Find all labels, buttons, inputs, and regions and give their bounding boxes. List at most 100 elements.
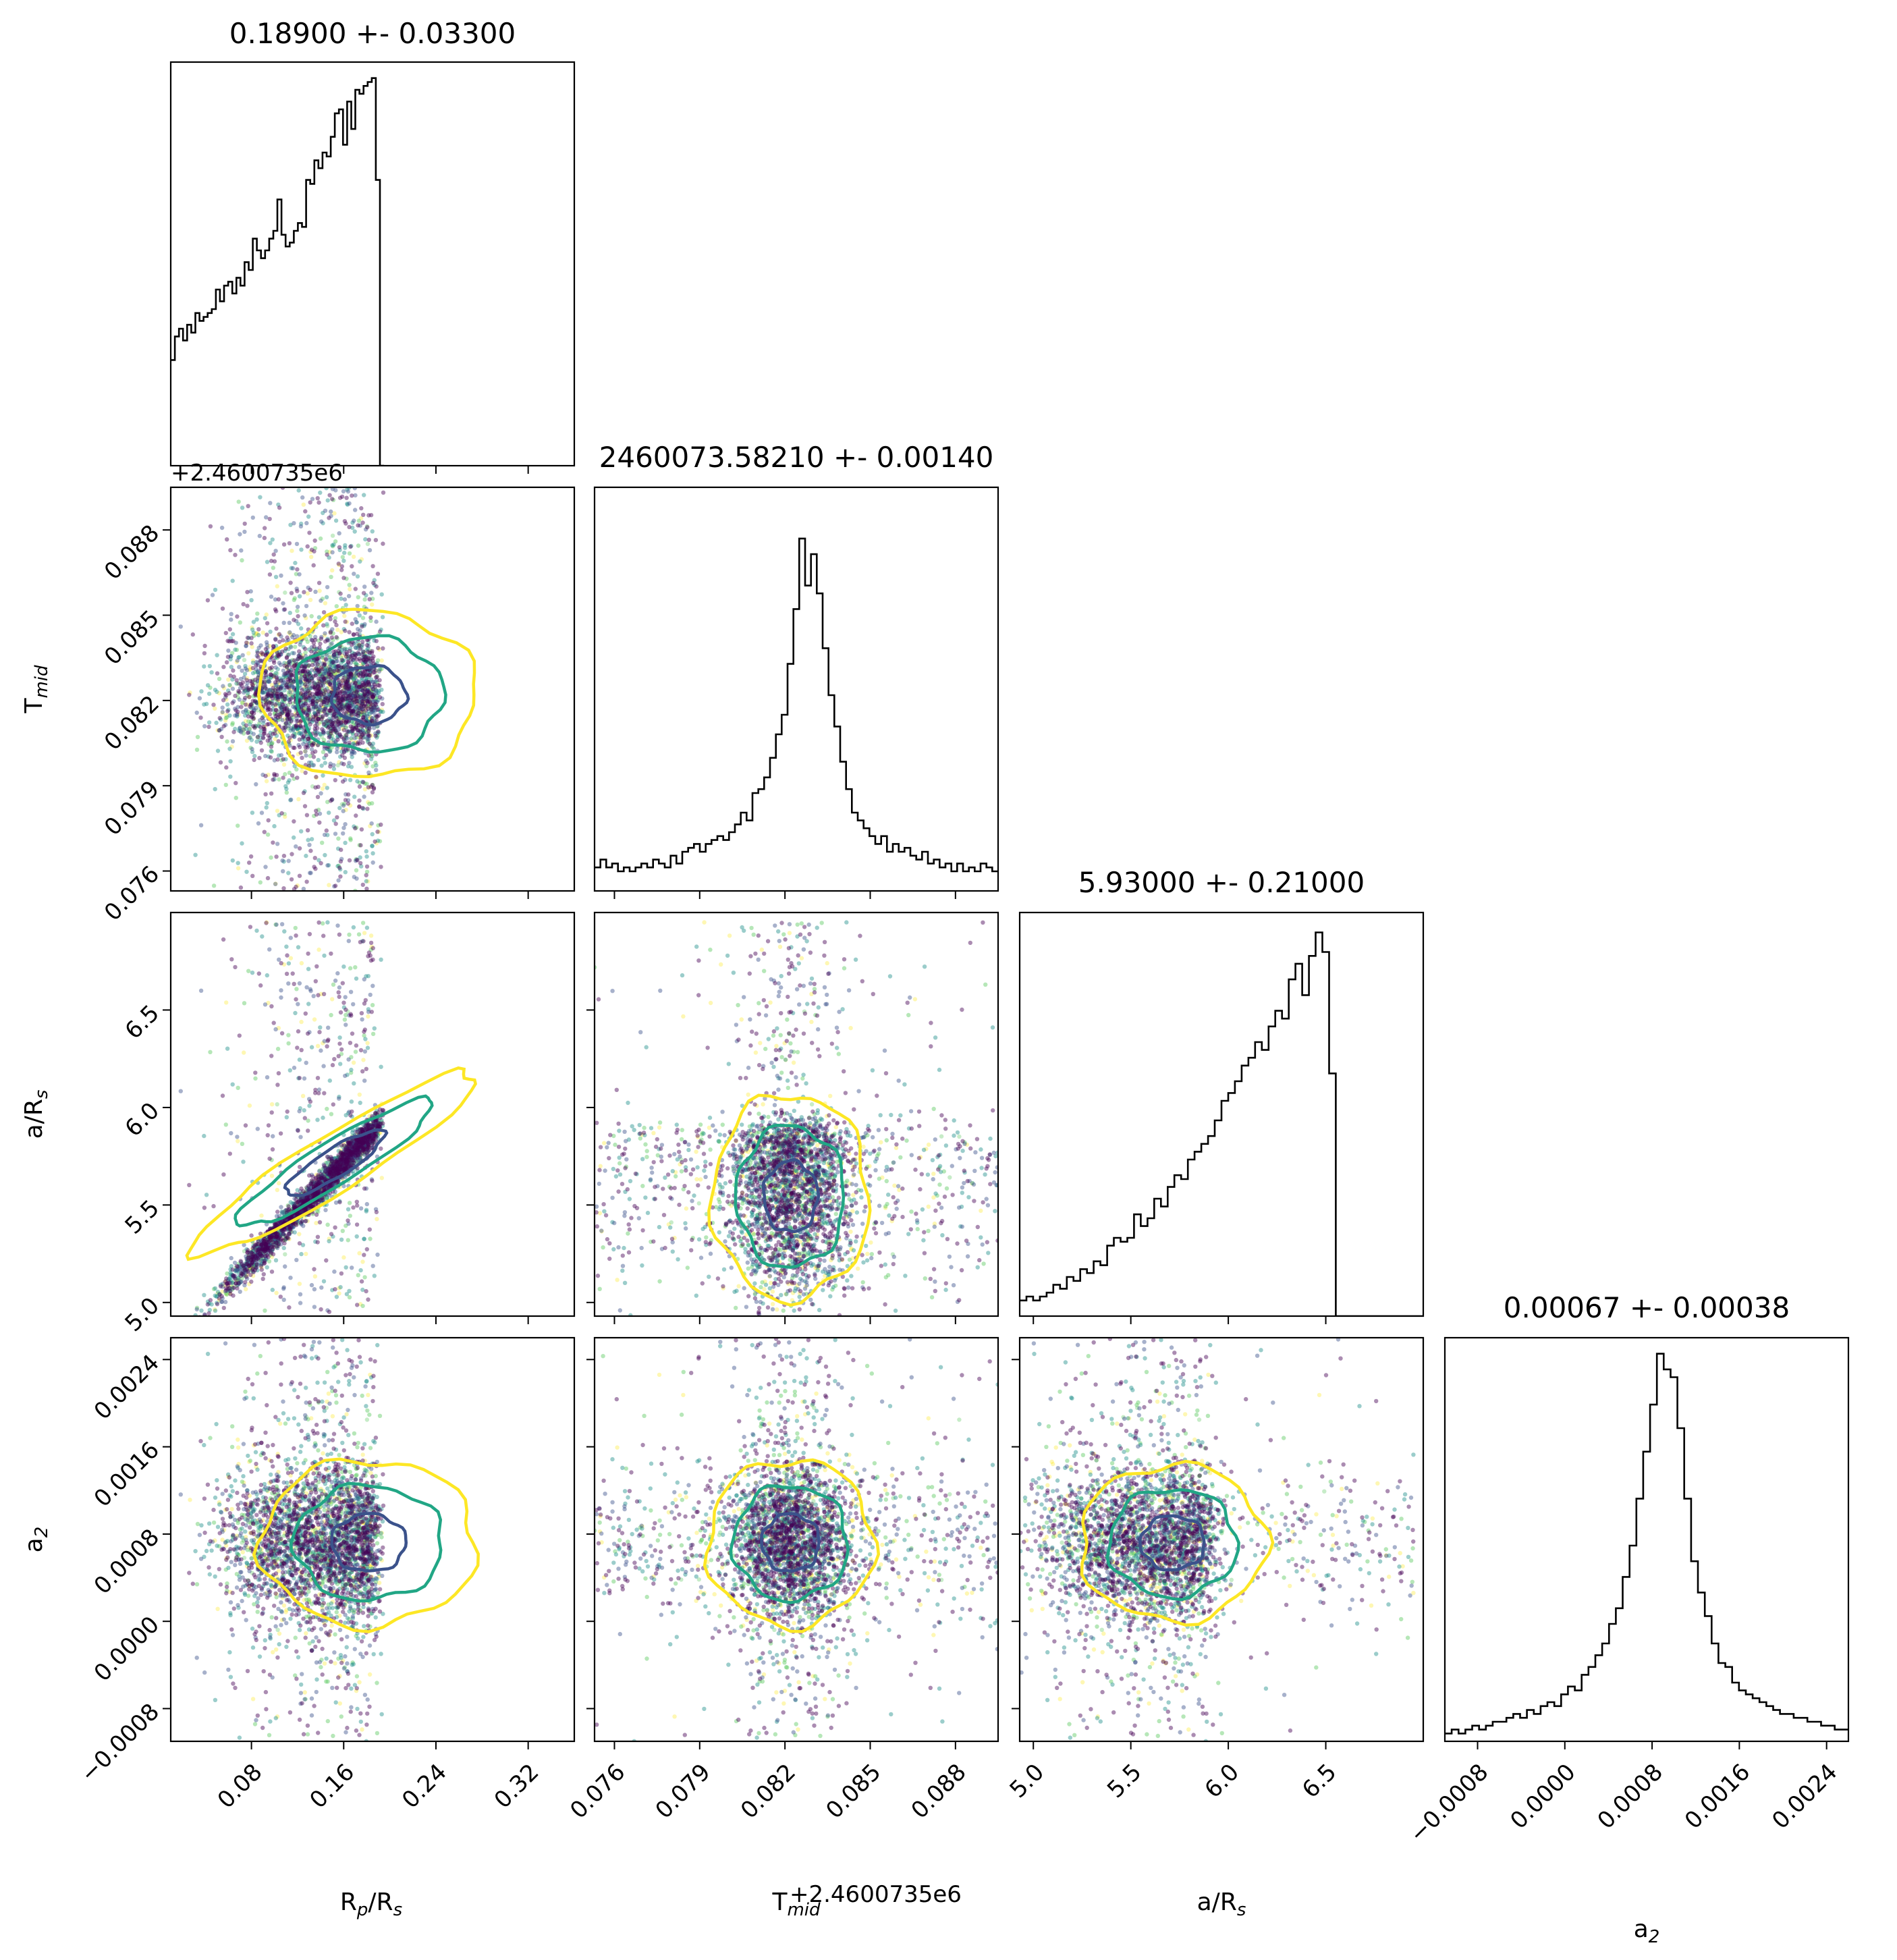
scatter-point bbox=[301, 790, 306, 796]
scatter-point bbox=[366, 770, 371, 775]
scatter-point bbox=[380, 702, 385, 707]
scatter-point bbox=[338, 1062, 343, 1066]
scatter-point bbox=[227, 682, 232, 688]
scatter-point bbox=[304, 687, 309, 692]
scatter-point bbox=[286, 662, 291, 668]
scatter-point bbox=[340, 648, 345, 653]
scatter-point bbox=[299, 521, 304, 526]
scatter-point bbox=[347, 858, 352, 863]
scatter-point bbox=[337, 724, 342, 729]
scatter-point bbox=[348, 685, 352, 690]
scatter-point bbox=[320, 674, 325, 679]
scatter-point bbox=[368, 757, 374, 761]
scatter-point bbox=[265, 650, 270, 655]
scatter-point bbox=[362, 711, 367, 717]
scatter-point bbox=[347, 730, 352, 734]
scatter-point bbox=[274, 609, 279, 614]
scatter-point bbox=[346, 682, 350, 686]
scatter-point bbox=[309, 837, 314, 842]
scatter-point bbox=[238, 620, 242, 625]
scatter-point bbox=[366, 734, 371, 739]
scatter-point bbox=[370, 764, 375, 769]
scatter-point bbox=[350, 729, 354, 734]
scatter-point bbox=[286, 672, 291, 678]
scatter-point bbox=[223, 692, 228, 697]
scatter-point bbox=[308, 740, 313, 745]
scatter-point bbox=[373, 582, 377, 587]
scatter-point bbox=[303, 662, 308, 668]
scatter-point bbox=[362, 693, 367, 699]
scatter-point bbox=[375, 658, 381, 663]
scatter-point bbox=[357, 843, 362, 848]
scatter-point bbox=[356, 680, 361, 685]
scatter-point bbox=[292, 819, 296, 824]
scatter-point bbox=[333, 724, 338, 729]
scatter-point bbox=[246, 714, 251, 719]
scatter-point bbox=[367, 741, 372, 746]
scatter-point bbox=[347, 701, 352, 706]
scatter-point bbox=[370, 686, 376, 691]
scatter-point bbox=[285, 717, 290, 722]
scatter-point bbox=[359, 645, 364, 650]
scatter-point bbox=[250, 873, 255, 879]
scatter-point bbox=[350, 693, 355, 699]
scatter-point bbox=[274, 697, 279, 702]
scatter-point bbox=[329, 720, 334, 725]
scatter-point bbox=[303, 701, 308, 707]
scatter-point bbox=[329, 670, 335, 674]
scatter-point bbox=[265, 875, 271, 881]
scatter-point bbox=[343, 748, 349, 753]
scatter-point bbox=[283, 771, 287, 777]
scatter-point bbox=[354, 740, 358, 744]
scatter-point bbox=[304, 813, 310, 817]
scatter-point bbox=[335, 668, 339, 672]
scatter-point bbox=[306, 647, 312, 652]
scatter-point bbox=[360, 740, 365, 745]
scatter-point bbox=[321, 682, 325, 686]
scatter-point bbox=[313, 701, 318, 706]
scatter-point bbox=[244, 644, 248, 649]
scatter-point bbox=[240, 668, 244, 673]
scatter-point bbox=[317, 673, 323, 678]
scatter-point bbox=[364, 704, 368, 709]
scatter-point bbox=[368, 670, 373, 675]
scatter-point bbox=[283, 725, 288, 730]
scatter-point bbox=[290, 688, 294, 693]
scatter-point bbox=[348, 966, 353, 971]
scatter-point bbox=[240, 1141, 245, 1147]
scatter-point bbox=[322, 723, 327, 728]
scatter-point bbox=[352, 824, 356, 829]
scatter-point bbox=[301, 645, 306, 649]
scatter-point bbox=[339, 681, 343, 686]
scatter-point bbox=[362, 735, 367, 740]
scatter-point bbox=[298, 680, 304, 685]
scatter-point bbox=[356, 728, 361, 733]
scatter-point bbox=[371, 680, 376, 685]
scatter-point bbox=[344, 699, 350, 704]
scatter-point bbox=[240, 558, 244, 563]
scatter-point bbox=[308, 760, 314, 765]
scatter-point bbox=[275, 1102, 279, 1107]
scatter-point bbox=[331, 653, 336, 658]
scatter-point bbox=[266, 665, 271, 671]
scatter-point bbox=[268, 675, 273, 680]
scatter-point bbox=[311, 705, 317, 710]
scatter-point bbox=[233, 781, 238, 786]
scatter-point bbox=[358, 703, 364, 709]
scatter-point bbox=[352, 694, 358, 699]
scatter-point bbox=[290, 701, 296, 706]
scatter-point bbox=[278, 709, 283, 714]
scatter-point bbox=[357, 1092, 362, 1097]
scatter-point bbox=[353, 587, 358, 591]
scatter-point bbox=[329, 731, 333, 736]
scatter-point bbox=[335, 651, 340, 656]
scatter-point bbox=[323, 852, 327, 858]
scatter-point bbox=[341, 696, 346, 701]
scatter-point bbox=[346, 489, 351, 494]
scatter-point bbox=[333, 728, 338, 733]
scatter-point bbox=[347, 688, 352, 694]
scatter-point bbox=[243, 709, 248, 713]
scatter-point bbox=[341, 809, 346, 813]
scatter-point bbox=[299, 626, 304, 631]
scatter-point bbox=[289, 591, 294, 595]
